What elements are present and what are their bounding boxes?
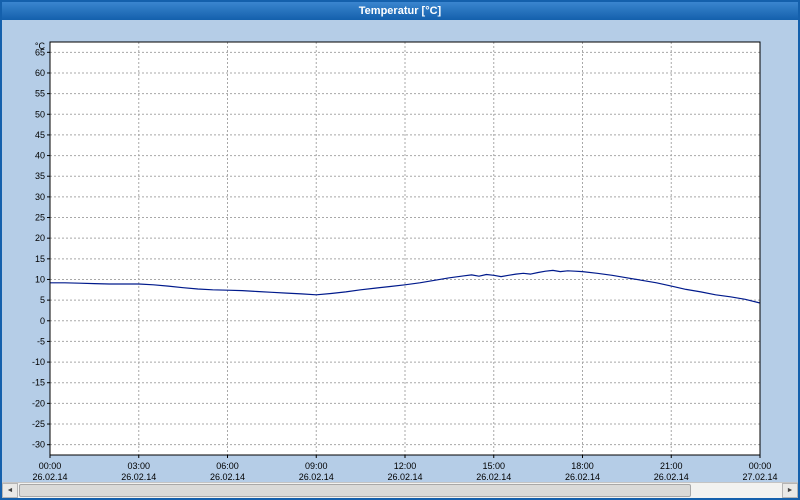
svg-text:20: 20 — [35, 233, 45, 243]
svg-text:10: 10 — [35, 274, 45, 284]
scroll-left-icon: ◄ — [6, 487, 14, 494]
svg-text:-5: -5 — [37, 336, 45, 346]
svg-text:26.02.14: 26.02.14 — [32, 472, 67, 482]
svg-text:50: 50 — [35, 109, 45, 119]
scrollbar-track[interactable] — [18, 483, 782, 498]
chart-area: 65 60 55 50 45 40 35 30 25 20 15 10 5 0 -5 -10 -15 -20 -25… — [2, 20, 798, 482]
svg-text:-10: -10 — [32, 357, 45, 367]
svg-text:65: 65 — [35, 47, 45, 57]
window-title: Temperatur [°C] — [358, 5, 442, 17]
svg-text:25: 25 — [35, 213, 45, 223]
svg-text:18:00: 18:00 — [571, 461, 594, 471]
svg-text:00:00: 00:00 — [39, 461, 62, 471]
scrollbar-thumb[interactable] — [19, 484, 692, 497]
svg-text:-15: -15 — [32, 378, 45, 388]
svg-text:26.02.14: 26.02.14 — [387, 472, 422, 482]
svg-text:-25: -25 — [32, 419, 45, 429]
scroll-right-icon: ► — [786, 487, 794, 494]
svg-text:26.02.14: 26.02.14 — [121, 472, 156, 482]
svg-text:-30: -30 — [32, 440, 45, 450]
svg-text:40: 40 — [35, 151, 45, 161]
svg-text:26.02.14: 26.02.14 — [299, 472, 334, 482]
svg-text:12:00: 12:00 — [394, 461, 417, 471]
svg-text:60: 60 — [35, 68, 45, 78]
svg-text:30: 30 — [35, 192, 45, 202]
svg-text:03:00: 03:00 — [127, 461, 150, 471]
plot-border — [49, 41, 761, 456]
svg-text:15:00: 15:00 — [482, 461, 505, 471]
svg-text:26.02.14: 26.02.14 — [210, 472, 245, 482]
horizontal-scrollbar[interactable]: ◄ ► — [2, 482, 798, 498]
svg-text:0: 0 — [40, 316, 45, 326]
series-line-temperatur — [50, 269, 761, 304]
svg-text:15: 15 — [35, 254, 45, 264]
svg-text:55: 55 — [35, 89, 45, 99]
svg-text:26.02.14: 26.02.14 — [476, 472, 511, 482]
y-axis-labels: 65605550454035302520151050-5-10-15-20-25… — [32, 41, 46, 450]
svg-text:09:00: 09:00 — [305, 461, 328, 471]
scroll-left-button[interactable]: ◄ — [2, 483, 18, 498]
svg-text:21:00: 21:00 — [660, 461, 683, 471]
svg-text:00:00: 00:00 — [749, 461, 772, 471]
svg-text:-20: -20 — [32, 398, 45, 408]
svg-text:5: 5 — [40, 295, 45, 305]
temperature-line-chart: 65605550454035302520151050-5-10-15-20-25… — [32, 41, 778, 482]
svg-text:26.02.14: 26.02.14 — [654, 472, 689, 482]
svg-text:°C: °C — [35, 41, 46, 51]
svg-text:27.02.14: 27.02.14 — [742, 472, 777, 482]
x-axis-labels: 00:0026.02.1403:0026.02.1406:0026.02.140… — [32, 461, 777, 482]
svg-text:26.02.14: 26.02.14 — [565, 472, 600, 482]
svg-text:35: 35 — [35, 171, 45, 181]
svg-text:06:00: 06:00 — [216, 461, 239, 471]
svg-text:45: 45 — [35, 130, 45, 140]
window-title-bar[interactable]: Temperatur [°C] — [2, 2, 798, 20]
scroll-right-button[interactable]: ► — [782, 483, 798, 498]
